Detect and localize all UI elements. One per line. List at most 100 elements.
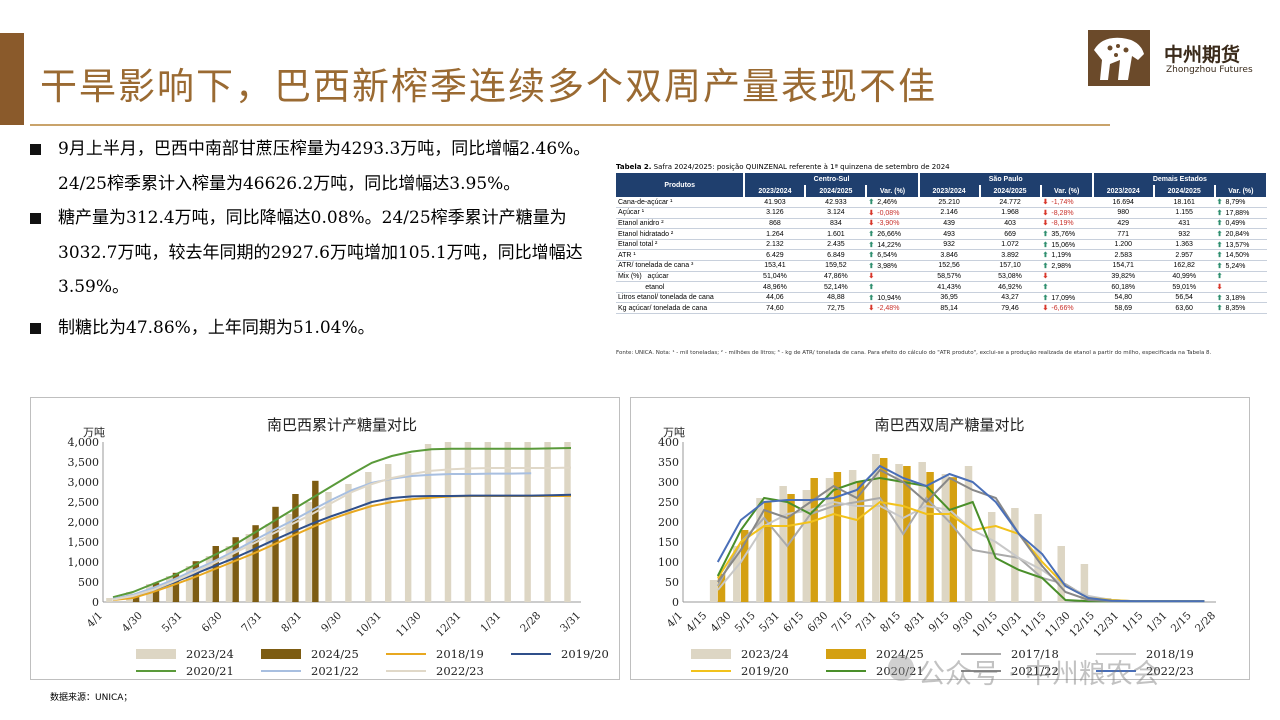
x-tick-label: 4/15 [684, 610, 709, 635]
table-cell: 3.126 [744, 207, 806, 219]
arrow-up-icon: ⬆ [1216, 241, 1223, 249]
table-row: Etanol anidro ² 868 834 ⬇ -3,90% 439 403 ⬇ -8,19… [616, 218, 1267, 230]
x-tick-label: 6/30 [805, 610, 830, 635]
table-row-label: Cana-de-açúcar ¹ [616, 197, 745, 209]
table-row-label: ATR/ tonelada de cana ³ [616, 260, 745, 272]
y-tick-label: 200 [658, 516, 679, 529]
table-var-value: 26,66% [877, 231, 901, 239]
series-line [716, 464, 1205, 603]
bar [987, 512, 996, 602]
table-var-cell: ⬇ -3,90% [866, 218, 919, 230]
arrow-down-icon: ⬇ [868, 209, 875, 217]
legend-label: 2021/22 [311, 664, 359, 678]
y-tick-label: 1,000 [68, 556, 100, 569]
table-subheader: Var. (%) [1214, 185, 1269, 197]
arrow-up-icon: ⬆ [868, 241, 875, 249]
x-tick-label: 8/31 [279, 610, 304, 635]
wechat-icon [888, 655, 914, 681]
table-cell: 74,60 [744, 302, 806, 315]
y-axis-label: 万吨 [83, 426, 105, 439]
bar [810, 478, 818, 602]
bar [717, 574, 726, 602]
y-tick-label: 0 [672, 596, 679, 609]
table-cell: 2.957 [1153, 249, 1215, 262]
x-tick-label: 12/15 [1067, 610, 1097, 640]
bar [212, 546, 219, 602]
table-cell: 154,71 [1092, 260, 1154, 272]
table-cell: 834 [805, 218, 867, 230]
table-cell: 159,52 [805, 260, 867, 272]
bar [564, 442, 571, 602]
table-cell: 1.200 [1092, 239, 1154, 251]
legend-label: 2019/20 [561, 647, 609, 661]
arrow-up-icon: ⬆ [1042, 262, 1049, 270]
y-tick-label: 2,000 [68, 516, 100, 529]
table-group-header: Demais Estados [1092, 173, 1269, 185]
table-cell: 41.903 [744, 197, 806, 209]
bar [106, 598, 113, 602]
table-row-label: Etanol hidratado ² [616, 228, 745, 240]
table-var-cell: ⬆ 26,66% [866, 228, 919, 240]
table-row: Mix (%) açúcar 51,04% 47,86% ⬇ 58,57% 53,08% ⬇… [616, 271, 1267, 283]
legend-label: 2017/18 [1011, 647, 1059, 661]
logo-cn-name: 中州期货 [1164, 44, 1241, 66]
table-cell: 153,41 [744, 260, 806, 272]
table-cell: 439 [918, 218, 980, 230]
table-var-cell: ⬆ 3,98% [866, 260, 919, 272]
bar [444, 442, 452, 602]
bar [252, 525, 259, 602]
bar [265, 524, 272, 602]
table-row: ATR ¹ 6.429 6.849 ⬆ 6,54% 3.846 3.892 ⬆ 1,19% 2.5… [616, 249, 1267, 262]
y-tick-label: 400 [658, 436, 679, 449]
table-var-value: 8,79% [1225, 199, 1246, 207]
bar [872, 454, 880, 602]
legend-label: 2018/19 [1146, 647, 1194, 661]
table-var-cell: ⬆ 17,88% [1214, 207, 1267, 219]
legend-label: 2019/20 [741, 664, 789, 678]
x-tick-label: 7/31 [854, 610, 879, 635]
table-var-value: 14,50% [1225, 252, 1250, 260]
legend-label: 2022/23 [436, 664, 484, 678]
table-cell: 42.933 [805, 197, 867, 209]
bullet-text: 糖产量为312.4万吨，同比降幅达0.08%。24/25榨季累计产糖量为3032… [58, 208, 583, 297]
table-var-cell: ⬆ 14,22% [866, 239, 919, 251]
x-tick-label: 9/30 [319, 610, 344, 635]
arrow-down-icon: ⬇ [1042, 199, 1049, 207]
table-group-header: São Paulo [918, 173, 1094, 185]
bullet-text: 制糖比为47.86%，上年同期为51.04%。 [58, 317, 375, 338]
table-cell: 63,60 [1153, 302, 1215, 315]
legend-label: 2024/25 [876, 647, 924, 661]
table-caption-number: Tabela 2. [616, 163, 652, 171]
biweekly-sugar-chart: 南巴西双周产糖量对比 万吨 0 50 100 150 200 250 300 350 400 4/1 4… [630, 397, 1250, 680]
table-var-value: -3,90% [877, 220, 900, 228]
bar [245, 534, 253, 602]
y-tick-label: 3,000 [68, 476, 100, 489]
series-line [112, 466, 572, 601]
table-row-label: etanol [616, 281, 745, 293]
bar [404, 454, 412, 602]
table-cell: 47,86% [805, 271, 867, 283]
arrow-up-icon: ⬆ [1042, 231, 1049, 239]
table-row-label: Etanol total ² [616, 239, 745, 251]
bar [172, 572, 180, 602]
bar [325, 492, 332, 602]
bar [484, 442, 492, 602]
table-cell: 54,80 [1092, 292, 1154, 304]
arrow-down-icon: ⬇ [868, 220, 875, 228]
table-var-cell: ⬇ -0,08% [866, 207, 919, 219]
table-var-cell: ⬆ 3,18% [1214, 292, 1267, 304]
table-cell: 932 [1153, 228, 1215, 240]
bar [802, 490, 811, 602]
table-var-value: 35,76% [1051, 231, 1076, 239]
table-cell: 771 [1092, 228, 1154, 240]
table-footnote: Fonte: UNICA. Nota: ¹ - mil toneladas; ²… [616, 350, 1212, 356]
table-subheader: Var. (%) [866, 185, 920, 197]
table-var-cell: ⬆ 13,57% [1214, 239, 1267, 251]
x-tick-label: 1/31 [478, 610, 503, 635]
table-cell: 2.435 [805, 239, 867, 251]
table-subheader: 2024/2025 [805, 185, 868, 197]
bar [152, 582, 160, 602]
x-tick-label: 11/30 [394, 610, 424, 640]
